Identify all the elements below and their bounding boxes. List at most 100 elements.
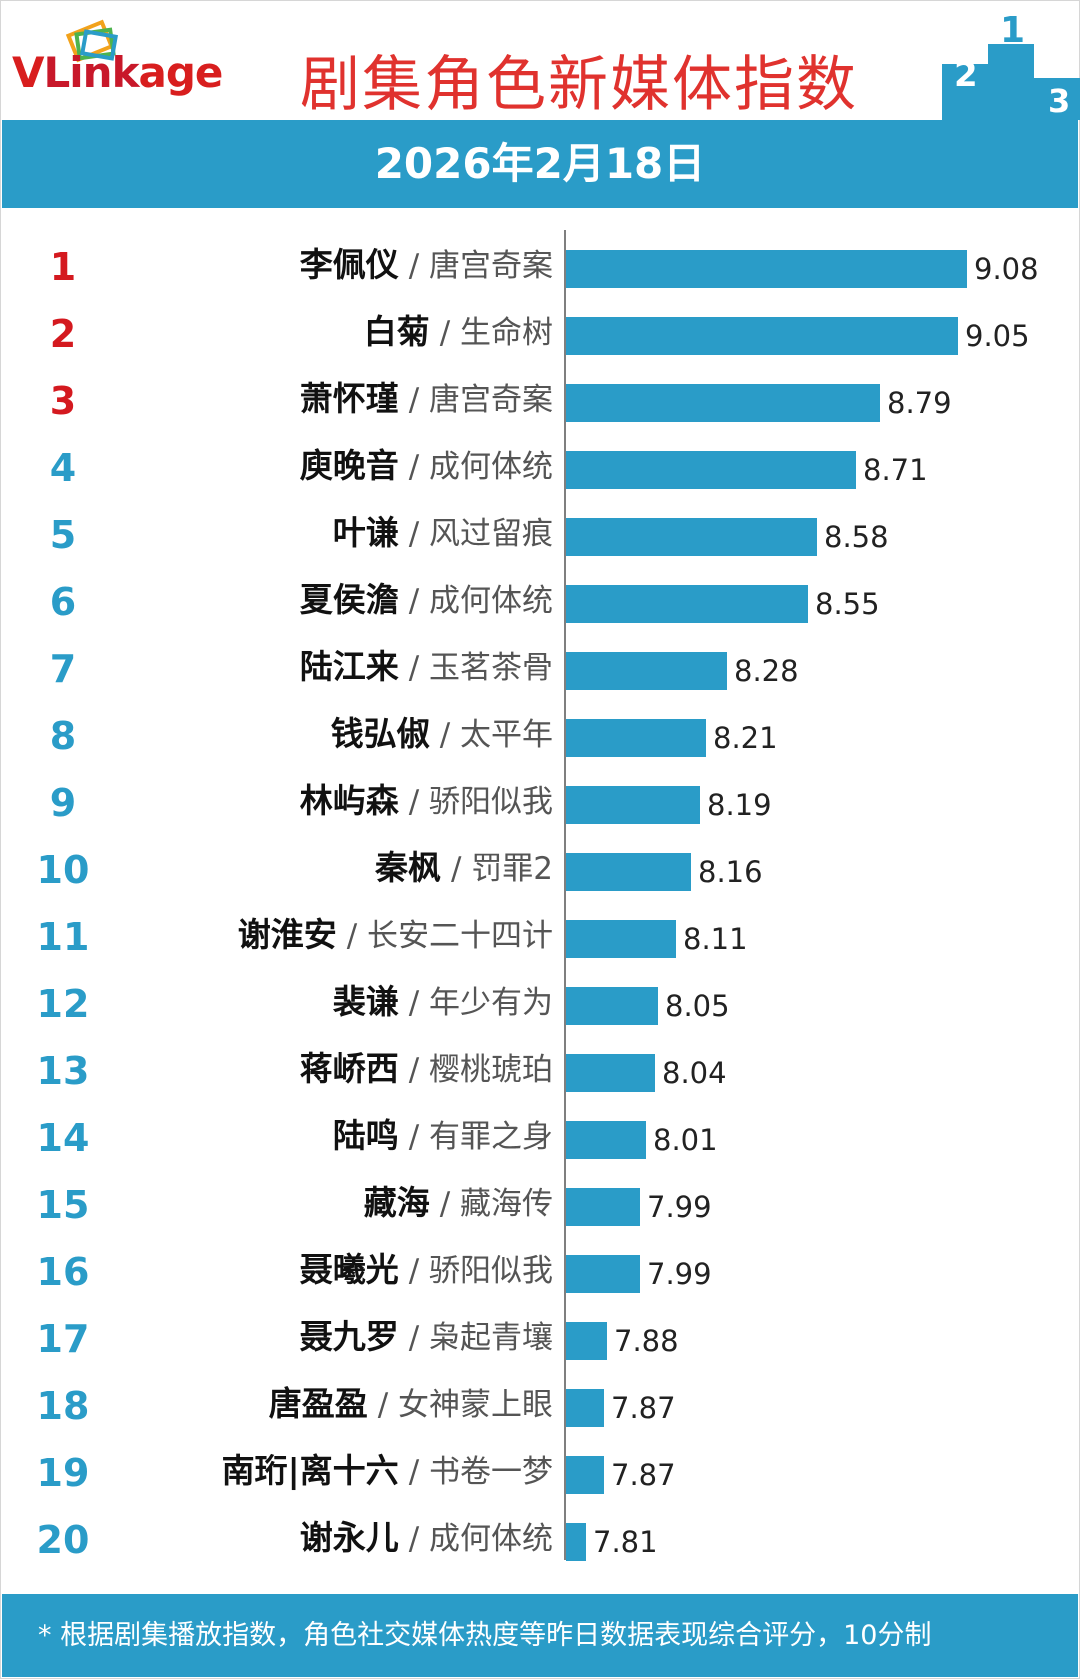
rank-number: 6 <box>50 580 76 624</box>
row-label: 唐盈盈 / 女神蒙上眼 <box>269 1384 553 1423</box>
bar-value-label: 7.87 <box>611 1458 676 1492</box>
bar <box>566 1255 640 1293</box>
row-label: 陆江来 / 玉茗茶骨 <box>300 647 553 686</box>
bar <box>566 518 817 556</box>
character-name: 蒋峤西 <box>300 1049 399 1088</box>
row-label: 钱弘俶 / 太平年 <box>331 714 553 753</box>
logo-text: VLinkage <box>12 48 223 97</box>
bar <box>566 1121 646 1159</box>
podium-icon: 2 1 3 <box>942 14 1080 120</box>
character-name: 陆鸣 <box>333 1116 399 1155</box>
rank-number: 3 <box>50 379 76 423</box>
row-label: 聂曦光 / 骄阳似我 <box>300 1250 553 1289</box>
podium-digit-3: 3 <box>1048 82 1070 120</box>
bar-value-label: 9.05 <box>965 319 1030 353</box>
bar <box>566 853 691 891</box>
bar <box>566 786 700 824</box>
row-label: 聂九罗 / 枭起青壤 <box>300 1317 553 1356</box>
bar <box>566 1054 655 1092</box>
show-title: / 骄阳似我 <box>409 1253 553 1289</box>
vlinkage-logo: VLinkage <box>12 18 242 108</box>
bar-chart: 1 李佩仪 / 唐宫奇案 9.08 2 白菊 / 生命树 9.05 3 萧怀瑾 / 唐宫奇案 8.79… <box>37 230 1039 1562</box>
character-name: 秦枫 <box>374 848 441 887</box>
character-name: 林屿森 <box>300 781 400 820</box>
rank-number: 5 <box>50 513 76 557</box>
character-name: 钱弘俶 <box>331 714 430 753</box>
character-name: 陆江来 <box>300 647 399 686</box>
show-title: / 骄阳似我 <box>409 784 553 820</box>
bar <box>566 317 958 355</box>
bar <box>566 250 967 288</box>
character-name: 夏侯澹 <box>300 580 399 619</box>
rank-number: 7 <box>50 647 76 691</box>
row-label: 李佩仪 / 唐宫奇案 <box>300 245 553 284</box>
rank-number: 9 <box>50 781 76 825</box>
podium-digit-2: 2 <box>954 55 978 95</box>
show-title: / 书卷一梦 <box>409 1454 553 1490</box>
bar-value-label: 8.01 <box>653 1123 718 1157</box>
rank-number: 20 <box>37 1518 90 1562</box>
logo-mark-icon <box>65 19 118 63</box>
bar-value-label: 7.81 <box>593 1525 658 1559</box>
row-label: 谢永儿 / 成何体统 <box>300 1518 553 1557</box>
show-title: / 玉茗茶骨 <box>409 650 553 686</box>
row-label: 萧怀瑾 / 唐宫奇案 <box>300 379 553 418</box>
bar <box>566 384 880 422</box>
show-title: / 生命树 <box>440 315 553 351</box>
footer-note: * 根据剧集播放指数，角色社交媒体热度等昨日数据表现综合评分，10分制 <box>2 1594 1078 1677</box>
row-label: 夏侯澹 / 成何体统 <box>300 580 553 619</box>
bar <box>566 1188 640 1226</box>
bar <box>566 652 727 690</box>
bar-value-label: 7.99 <box>647 1190 712 1224</box>
bar-value-label: 8.28 <box>734 654 799 688</box>
rank-number: 17 <box>37 1317 90 1361</box>
show-title: / 成何体统 <box>409 583 553 619</box>
bar-value-label: 8.05 <box>665 989 730 1023</box>
show-title: / 成何体统 <box>409 449 553 485</box>
bar-value-label: 8.19 <box>707 788 772 822</box>
bar-value-label: 7.99 <box>647 1257 712 1291</box>
row-label: 南珩|离十六 / 书卷一梦 <box>222 1451 553 1490</box>
bar <box>566 719 706 757</box>
bar-value-label: 8.04 <box>662 1056 727 1090</box>
bar <box>566 1456 604 1494</box>
bar <box>566 1523 586 1561</box>
character-name: 庾晚音 <box>300 446 399 485</box>
show-title: / 年少有为 <box>409 985 553 1021</box>
row-label: 蒋峤西 / 樱桃琥珀 <box>300 1049 553 1088</box>
date-banner: 2026年2月18日 <box>2 120 1078 208</box>
character-name: 谢淮安 <box>238 915 337 954</box>
rank-number: 11 <box>37 915 90 959</box>
bar-value-label: 8.71 <box>863 453 928 487</box>
character-name: 谢永儿 <box>300 1518 399 1557</box>
row-label: 藏海 / 藏海传 <box>364 1183 553 1222</box>
show-title: / 樱桃琥珀 <box>409 1052 553 1088</box>
rank-number: 8 <box>50 714 76 758</box>
row-label: 林屿森 / 骄阳似我 <box>300 781 553 820</box>
bar-value-label: 7.88 <box>614 1324 679 1358</box>
bar <box>566 451 856 489</box>
show-title: / 唐宫奇案 <box>409 382 553 418</box>
bar-value-label: 8.79 <box>887 386 952 420</box>
show-title: / 罚罪2 <box>451 851 553 887</box>
bar-value-label: 8.21 <box>713 721 778 755</box>
bar <box>566 920 676 958</box>
character-name: 聂九罗 <box>300 1317 399 1356</box>
rank-number: 13 <box>37 1049 90 1093</box>
character-name: 唐盈盈 <box>269 1384 368 1423</box>
character-name: 裴谦 <box>333 982 399 1021</box>
bar-value-label: 8.58 <box>824 520 889 554</box>
character-name: 聂曦光 <box>300 1250 399 1289</box>
rank-number: 15 <box>37 1183 90 1227</box>
podium-digit-1: 1 <box>1000 14 1025 51</box>
bar-value-label: 8.16 <box>698 855 763 889</box>
show-title: / 女神蒙上眼 <box>378 1387 553 1423</box>
row-label: 秦枫 / 罚罪2 <box>374 848 553 887</box>
page-title: 剧集角色新媒体指数 <box>300 50 858 120</box>
rank-number: 10 <box>37 848 90 892</box>
rank-number: 18 <box>37 1384 90 1428</box>
bar-value-label: 8.55 <box>815 587 880 621</box>
row-label: 裴谦 / 年少有为 <box>333 982 553 1021</box>
row-label: 庾晚音 / 成何体统 <box>300 446 553 485</box>
rank-number: 14 <box>37 1116 90 1160</box>
